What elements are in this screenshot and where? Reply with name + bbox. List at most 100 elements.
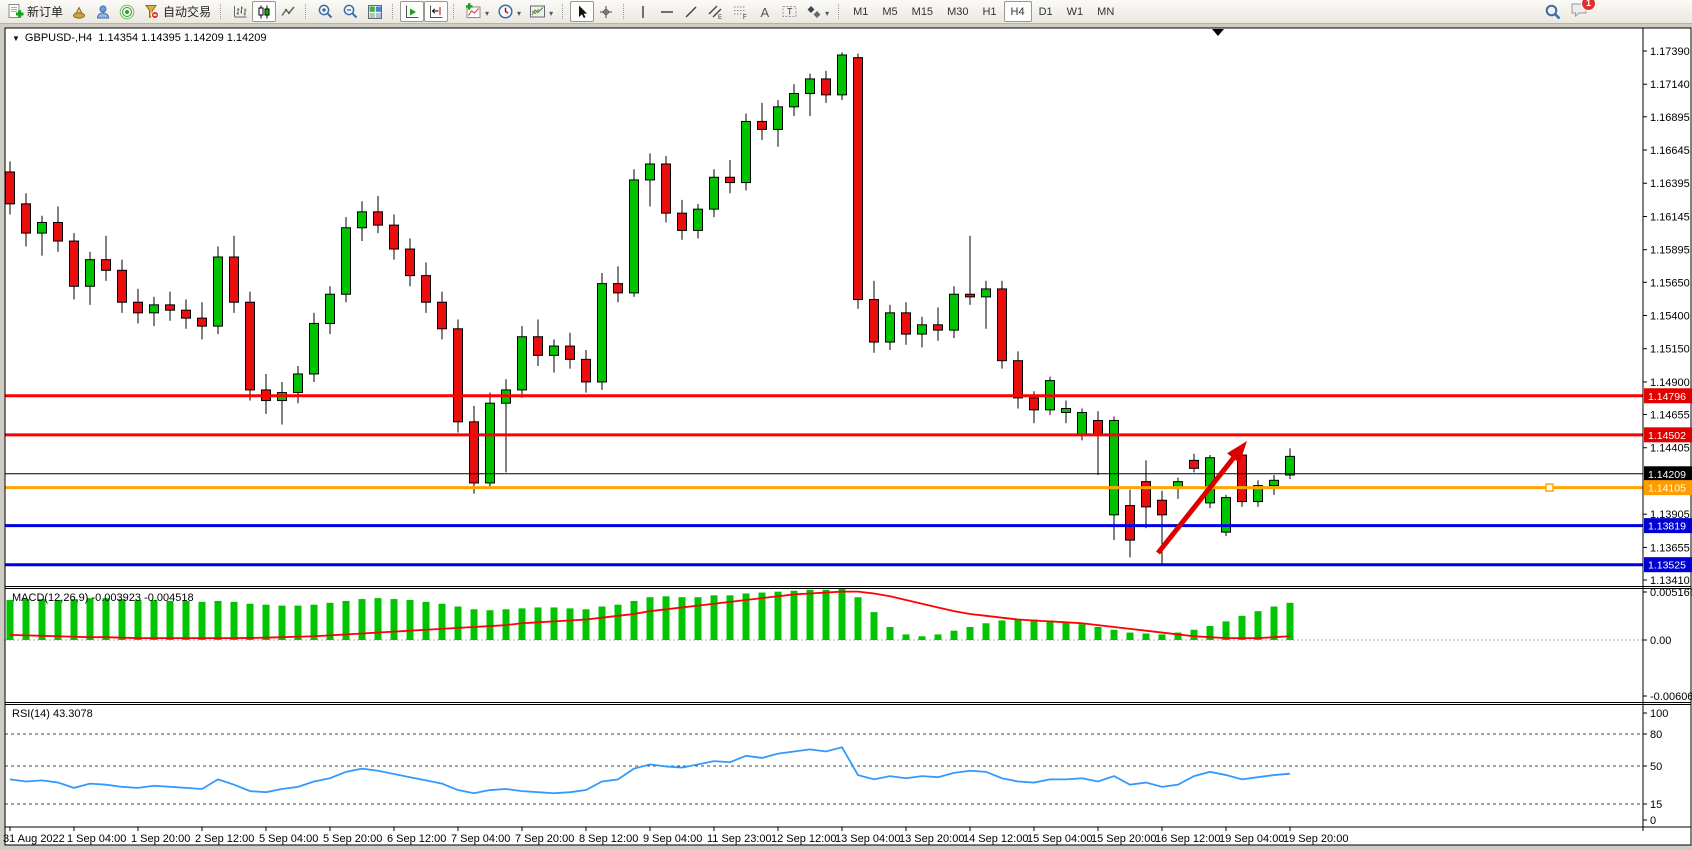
new-order-button[interactable]: 新订单 [3,1,67,22]
shapes-button[interactable] [802,1,833,22]
bar-chart-button[interactable] [228,1,252,22]
collapse-icon[interactable] [12,32,20,44]
search-icon[interactable] [1544,3,1562,21]
crosshair-button[interactable] [594,1,618,22]
chat-button[interactable]: 1 [1570,0,1596,23]
svg-text:7 Sep 04:00: 7 Sep 04:00 [451,833,510,845]
candlestick-chart-button[interactable] [252,1,277,22]
auto-trading-icon [145,5,160,20]
toolbar-grip [623,4,626,19]
timeframe-m5-button[interactable]: M5 [875,1,904,22]
label-button[interactable]: T [777,1,802,22]
svg-text:15 Sep 20:00: 15 Sep 20:00 [1091,833,1156,845]
text-button[interactable]: A [753,1,777,22]
cursor-icon [579,5,588,18]
svg-text:50: 50 [1650,761,1662,773]
svg-text:31 Aug 2022: 31 Aug 2022 [3,833,65,845]
svg-text:1.16395: 1.16395 [1650,178,1690,190]
svg-text:1.13410: 1.13410 [1650,575,1690,587]
zoom-in-icon [318,4,333,19]
trendline-button[interactable] [679,1,703,22]
svg-text:13 Sep 20:00: 13 Sep 20:00 [899,833,964,845]
svg-text:15: 15 [1650,799,1662,811]
shapes-dropdown-caret[interactable] [825,5,829,19]
svg-text:1 Sep 20:00: 1 Sep 20:00 [131,833,190,845]
svg-text:8 Sep 12:00: 8 Sep 12:00 [579,833,638,845]
svg-text:1.15895: 1.15895 [1650,245,1690,257]
line-chart-button[interactable] [276,1,300,22]
svg-text:1.15650: 1.15650 [1650,277,1690,289]
timeframe-mn-button[interactable]: MN [1090,1,1121,22]
toolbar-grip [305,4,308,19]
svg-text:1.14105: 1.14105 [1648,483,1686,495]
zoom-in-button[interactable] [313,1,338,22]
tile-windows-icon [368,4,383,19]
template-button[interactable] [525,1,557,22]
auto-scroll-icon [406,5,419,18]
zoom-out-button[interactable] [338,1,363,22]
period-button[interactable] [493,1,525,22]
text-icon: A [761,5,770,20]
crosshair-icon [600,5,613,18]
indicators-button[interactable] [461,1,493,22]
cursor-button[interactable] [570,1,595,22]
timeframe-m15-button[interactable]: M15 [905,1,940,22]
new-order-label: 新订单 [27,5,64,19]
svg-text:0: 0 [1650,815,1656,827]
svg-text:0.00: 0.00 [1650,635,1671,647]
timeframe-h4-button[interactable]: H4 [1003,1,1032,22]
channel-button[interactable]: E [703,1,728,22]
profile-button[interactable] [91,1,115,22]
toolbar-grip [392,4,395,19]
toolbar: 新订单 自动交易 [0,0,1692,24]
indicators-dropdown-caret[interactable] [485,5,489,19]
svg-text:0.005166: 0.005166 [1650,587,1692,599]
svg-text:9 Sep 04:00: 9 Sep 04:00 [643,833,702,845]
template-dropdown-caret[interactable] [549,5,553,19]
horizontal-line-button[interactable] [655,1,679,22]
styler-button[interactable] [67,1,91,22]
timeframe-d1-button[interactable]: D1 [1032,1,1060,22]
template-icon [530,5,546,18]
fibonacci-icon: F [734,6,747,20]
vertical-line-button[interactable] [631,1,655,22]
period-icon [498,4,513,19]
auto-trading-button[interactable]: 自动交易 [139,1,215,22]
horizontal-line-icon [661,10,674,13]
signal-button[interactable] [115,1,139,22]
svg-text:1.14796: 1.14796 [1648,391,1686,403]
svg-text:100: 100 [1650,708,1668,720]
tile-windows-button[interactable] [363,1,387,22]
timeframe-h1-button[interactable]: H1 [975,1,1003,22]
indicators-icon [466,3,481,18]
toolbar-grip [453,4,456,19]
zoom-out-icon [343,4,358,19]
channel-icon: E [708,5,722,20]
chart-svg[interactable]: 1.17390 1.17140 1.16895 1.16645 1.16395 1.161… [0,24,1692,850]
svg-text:2 Sep 12:00: 2 Sep 12:00 [195,833,254,845]
timeframe-w1-button[interactable]: W1 [1060,1,1091,22]
period-dropdown-caret[interactable] [517,5,521,19]
svg-text:1.13655: 1.13655 [1650,542,1690,554]
chart-shift-button[interactable] [424,1,449,22]
chart-title-symbol: GBPUSD-,H4 [24,32,93,44]
timeframe-m30-button[interactable]: M30 [940,1,975,22]
svg-text:16 Sep 12:00: 16 Sep 12:00 [1155,833,1220,845]
auto-scroll-button[interactable] [400,1,425,22]
svg-text:1.17140: 1.17140 [1650,79,1690,91]
timeframe-m1-button[interactable]: M1 [846,1,875,22]
svg-text:1.16645: 1.16645 [1650,145,1690,157]
svg-text:1.14655: 1.14655 [1650,410,1690,422]
styler-icon [73,5,86,19]
svg-text:1.17390: 1.17390 [1650,46,1690,58]
svg-text:1.16145: 1.16145 [1650,211,1690,223]
svg-text:6 Sep 12:00: 6 Sep 12:00 [387,833,446,845]
chat-badge: 1 [1581,0,1596,11]
chart-title: GBPUSD-,H4 1.14354 1.14395 1.14209 1.142… [12,32,267,44]
fibonacci-button[interactable]: F [728,1,753,22]
svg-text:19 Sep 20:00: 19 Sep 20:00 [1283,833,1348,845]
svg-text:1.16895: 1.16895 [1650,112,1690,124]
shapes-icon [807,5,821,18]
toolbar-grip [220,4,223,19]
